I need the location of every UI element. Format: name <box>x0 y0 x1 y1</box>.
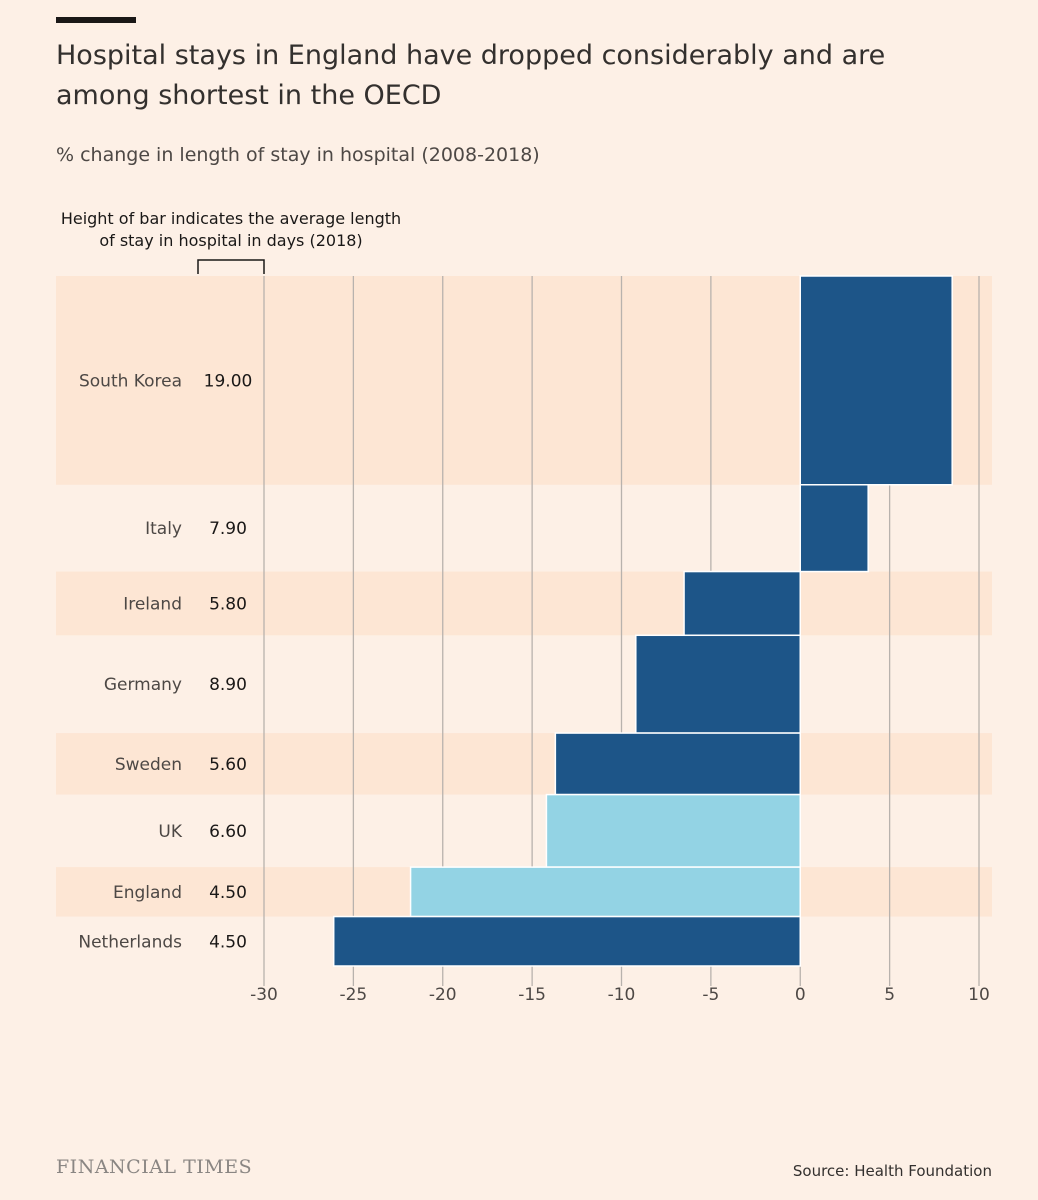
stay-value-uk: 6.60 <box>209 822 247 842</box>
stay-value-netherlands: 4.50 <box>209 932 247 952</box>
bar-height-annotation: Height of bar indicates the average leng… <box>60 209 402 250</box>
band-ireland <box>56 571 992 636</box>
bar-italy[interactable] <box>799 484 869 573</box>
stay-value-germany: 8.90 <box>209 675 247 695</box>
bar-chart: South Korea 19.00 Italy 7.90 Ireland 5.80 Germ… <box>56 259 992 1005</box>
bar-sweden[interactable] <box>554 732 801 796</box>
category-label-sweden: Sweden <box>115 755 182 775</box>
annotation-bracket <box>197 259 265 274</box>
stay-value-england: 4.50 <box>209 883 247 903</box>
stay-value-south-korea: 19.00 <box>204 371 253 391</box>
category-label-netherlands: Netherlands <box>78 932 182 952</box>
tick-label-8: 10 <box>968 985 990 1005</box>
source-note: Source: Health Foundation <box>792 1162 992 1180</box>
top-rule <box>56 17 136 23</box>
category-label-germany: Germany <box>104 675 182 695</box>
tick-label-2: -20 <box>429 985 457 1005</box>
category-label-italy: Italy <box>145 519 182 539</box>
category-label-england: England <box>113 883 182 903</box>
bar-england[interactable] <box>409 866 801 918</box>
tick-label-5: -5 <box>702 985 719 1005</box>
tick-label-4: -10 <box>608 985 636 1005</box>
category-label-ireland: Ireland <box>123 594 182 614</box>
stay-value-italy: 7.90 <box>209 519 247 539</box>
stay-value-ireland: 5.80 <box>209 594 247 614</box>
x-axis-ticks: -30 -25 -20 -15 -10 -5 0 5 10 <box>250 985 990 1005</box>
category-label-uk: UK <box>158 822 182 842</box>
bar-ireland[interactable] <box>683 570 801 637</box>
tick-label-0: -30 <box>250 985 278 1005</box>
tick-label-1: -25 <box>339 985 367 1005</box>
ft-logo: FINANCIAL TIMES <box>56 1156 253 1178</box>
category-label-south-korea: South Korea <box>79 371 182 391</box>
bars <box>332 275 953 967</box>
tick-label-3: -15 <box>518 985 546 1005</box>
chart-subtitle: % change in length of stay in hospital (… <box>56 144 540 166</box>
band-sweden <box>56 733 992 795</box>
bar-netherlands[interactable] <box>332 915 801 967</box>
stay-value-sweden: 5.60 <box>209 755 247 775</box>
chart-title: Hospital stays in England have dropped c… <box>56 40 886 111</box>
bar-south-korea[interactable] <box>799 275 953 486</box>
bar-uk[interactable] <box>545 793 801 868</box>
tick-label-6: 0 <box>795 985 806 1005</box>
tick-label-7: 5 <box>884 985 895 1005</box>
row-labels: South Korea 19.00 Italy 7.90 Ireland 5.80 Germ… <box>78 371 252 952</box>
bar-germany[interactable] <box>635 634 801 734</box>
